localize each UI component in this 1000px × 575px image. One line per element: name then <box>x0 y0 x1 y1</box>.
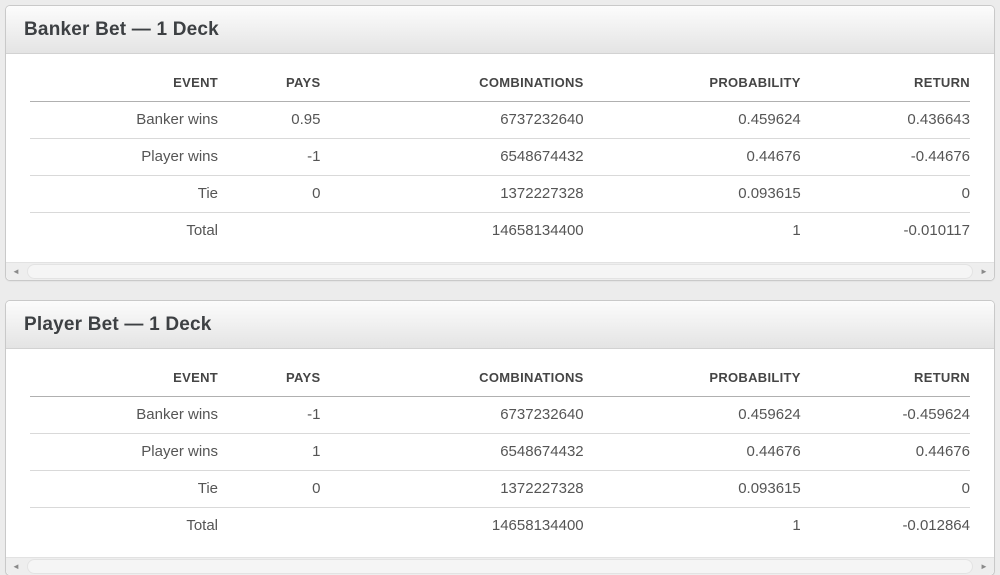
panel-body: EVENT PAYS COMBINATIONS PROBABILITY RETU… <box>6 54 994 262</box>
cell-return: 0.44676 <box>800 433 970 471</box>
column-header-event: EVENT <box>30 358 218 397</box>
panel-title: Player Bet — 1 Deck <box>24 313 212 335</box>
column-header-pays: PAYS <box>218 63 321 102</box>
player-bet-panel: Player Bet — 1 Deck EVENT PAYS COMBINATI… <box>5 300 995 575</box>
cell-event: Player wins <box>30 433 218 471</box>
panel-title: Banker Bet — 1 Deck <box>24 18 219 40</box>
cell-return: -0.012864 <box>902 517 970 534</box>
cell-event: Tie <box>30 175 218 213</box>
row-player-wins: Player wins -1 6548674432 0.44676 -0.446… <box>30 138 970 176</box>
payout-table: EVENT PAYS COMBINATIONS PROBABILITY RETU… <box>30 63 970 249</box>
column-header-pays: PAYS <box>218 358 321 397</box>
cell-combinations: 6548674432 <box>320 138 584 176</box>
column-header-event: EVENT <box>30 63 218 102</box>
cell-probability: 0.093615 <box>583 470 801 508</box>
cell-pays: 1 <box>218 433 321 471</box>
column-header-combinations: COMBINATIONS <box>320 358 584 397</box>
column-header-return: RETURN <box>800 63 970 102</box>
cell-pays: 0 <box>218 175 321 213</box>
cell-probability: 0.459624 <box>583 396 801 434</box>
row-player-wins: Player wins 1 6548674432 0.44676 0.44676 <box>30 433 970 471</box>
cell-probability: 0.459624 <box>583 101 801 139</box>
row-total: Total 14658134400 1 -0.012864 <box>30 508 970 545</box>
row-tie: Tie 0 1372227328 0.093615 0 <box>30 175 970 213</box>
cell-probability: 0.093615 <box>583 175 801 213</box>
row-banker-wins: Banker wins -1 6737232640 0.459624 -0.45… <box>30 396 970 434</box>
cell-event: Total <box>186 222 218 239</box>
cell-event: Total <box>186 517 218 534</box>
cell-probability: 0.44676 <box>583 433 801 471</box>
cell-combinations: 1372227328 <box>320 175 584 213</box>
cell-return: -0.010117 <box>903 222 970 239</box>
column-header-probability: PROBABILITY <box>583 358 801 397</box>
cell-probability: 1 <box>792 517 801 534</box>
cell-event: Banker wins <box>30 396 218 434</box>
cell-pays: 0 <box>218 470 321 508</box>
header-row: EVENT PAYS COMBINATIONS PROBABILITY RETU… <box>30 63 970 102</box>
cell-pays: 0.95 <box>218 101 321 139</box>
cell-pays <box>218 213 320 250</box>
scroll-left-button[interactable]: ◄ <box>6 558 26 575</box>
scroll-left-arrow-icon: ◄ <box>12 266 20 276</box>
scrollbar-thumb[interactable] <box>27 264 973 279</box>
cell-combinations: 1372227328 <box>320 470 584 508</box>
panel-header: Player Bet — 1 Deck <box>6 301 994 349</box>
row-total: Total 14658134400 1 -0.010117 <box>30 213 970 250</box>
row-tie: Tie 0 1372227328 0.093615 0 <box>30 470 970 508</box>
cell-event: Player wins <box>30 138 218 176</box>
cell-probability: 0.44676 <box>583 138 801 176</box>
cell-event: Banker wins <box>30 101 218 139</box>
column-header-combinations: COMBINATIONS <box>320 63 584 102</box>
scroll-left-arrow-icon: ◄ <box>12 561 20 571</box>
scrollbar-thumb[interactable] <box>27 559 973 574</box>
scroll-right-button[interactable]: ► <box>974 263 994 280</box>
header-row: EVENT PAYS COMBINATIONS PROBABILITY RETU… <box>30 358 970 397</box>
scroll-right-arrow-icon: ► <box>980 561 988 571</box>
cell-pays: -1 <box>218 138 321 176</box>
horizontal-scrollbar[interactable]: ◄ ► <box>6 557 994 575</box>
column-header-probability: PROBABILITY <box>583 63 801 102</box>
panel-header: Banker Bet — 1 Deck <box>6 6 994 54</box>
cell-return: -0.459624 <box>800 396 970 434</box>
cell-return: -0.44676 <box>800 138 970 176</box>
row-banker-wins: Banker wins 0.95 6737232640 0.459624 0.4… <box>30 101 970 139</box>
cell-return: 0 <box>800 175 970 213</box>
column-header-return: RETURN <box>800 358 970 397</box>
horizontal-scrollbar[interactable]: ◄ ► <box>6 262 994 280</box>
cell-probability: 1 <box>792 222 801 239</box>
payout-table: EVENT PAYS COMBINATIONS PROBABILITY RETU… <box>30 358 970 544</box>
cell-combinations: 6737232640 <box>320 396 584 434</box>
banker-bet-panel: Banker Bet — 1 Deck EVENT PAYS COMBINATI… <box>5 5 995 281</box>
scroll-left-button[interactable]: ◄ <box>6 263 26 280</box>
panel-body: EVENT PAYS COMBINATIONS PROBABILITY RETU… <box>6 349 994 557</box>
cell-pays: -1 <box>218 396 321 434</box>
cell-combinations: 14658134400 <box>491 222 584 239</box>
cell-event: Tie <box>30 470 218 508</box>
cell-return: 0 <box>800 470 970 508</box>
cell-return: 0.436643 <box>800 101 970 139</box>
cell-pays <box>218 508 320 545</box>
cell-combinations: 14658134400 <box>491 517 584 534</box>
cell-combinations: 6737232640 <box>320 101 584 139</box>
scroll-right-arrow-icon: ► <box>980 266 988 276</box>
cell-combinations: 6548674432 <box>320 433 584 471</box>
scroll-right-button[interactable]: ► <box>974 558 994 575</box>
